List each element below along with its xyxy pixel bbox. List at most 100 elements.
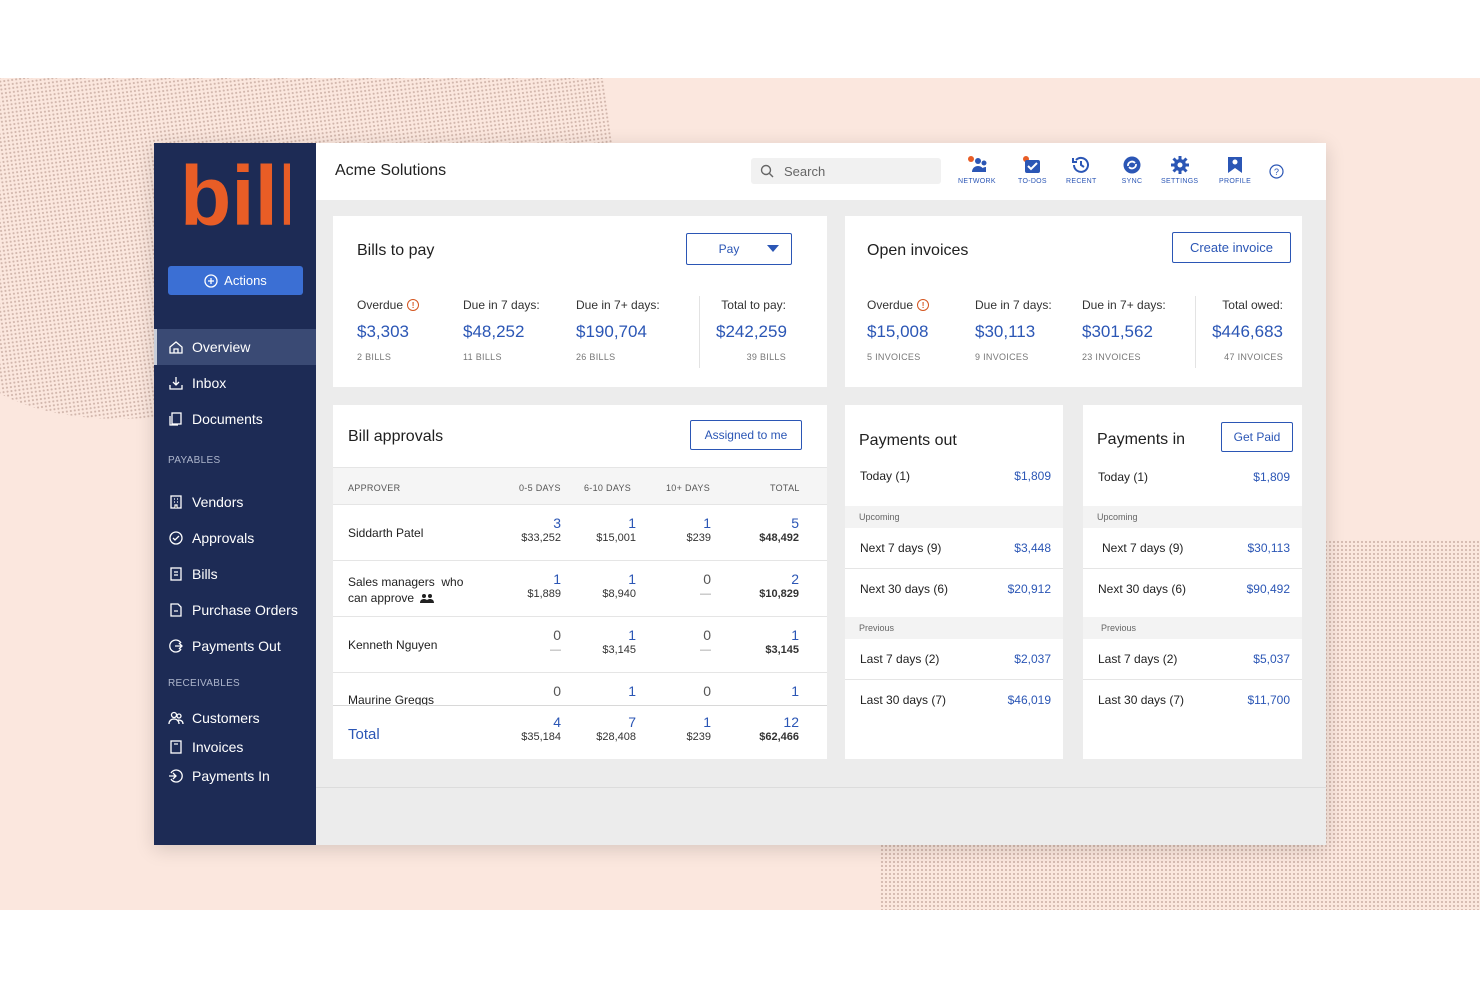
sidebar-item-bills[interactable]: Bills <box>154 556 316 592</box>
sidebar-item-inbox[interactable]: Inbox <box>154 365 316 401</box>
count[interactable]: 1 <box>628 515 636 531</box>
tool-label: SETTINGS <box>1161 178 1199 185</box>
count[interactable]: 1 <box>628 571 636 587</box>
column-header[interactable]: 0-5 DAYS <box>519 483 561 493</box>
search-input[interactable]: Search <box>751 158 941 184</box>
stat-count: 2 BILLS <box>357 352 392 362</box>
table-row[interactable]: Sales managers who can approve 1 $1,889 1… <box>333 561 827 617</box>
recent-button[interactable]: RECENT <box>1066 155 1097 185</box>
payment-label: Next 7 days (9) <box>860 541 942 555</box>
payment-row-today[interactable]: Today (1) $1,809 <box>1083 466 1302 488</box>
count[interactable]: 1 <box>703 515 711 531</box>
count[interactable]: 1 <box>791 627 799 643</box>
sidebar: bill Actions Overview Inbox Documents PA… <box>154 143 316 845</box>
payment-row[interactable]: Next 30 days (6) $90,492 <box>1083 569 1302 609</box>
actions-button[interactable]: Actions <box>168 266 303 295</box>
cell-0-5: 3 $33,252 <box>501 515 561 544</box>
payment-row[interactable]: Last 30 days (7) $11,700 <box>1083 680 1302 720</box>
table-row[interactable]: Maurine Greggs 0 1 0 1 <box>333 673 827 705</box>
stat-due-7-plus: Due in 7+ days: $190,704 26 BILLS <box>576 298 660 362</box>
stat-amount[interactable]: $446,683 <box>1212 322 1283 341</box>
card-title: Payments in <box>1097 431 1186 448</box>
settings-button[interactable]: SETTINGS <box>1161 155 1198 185</box>
help-icon[interactable]: ? <box>1269 164 1284 179</box>
stat-amount[interactable]: $30,113 <box>975 322 1036 341</box>
count[interactable]: 7 <box>628 714 636 730</box>
stat-total: Total owed: $446,683 47 INVOICES <box>1209 298 1283 362</box>
sidebar-item-purchase-orders[interactable]: Purchase Orders <box>154 592 316 628</box>
sidebar-item-overview[interactable]: Overview <box>154 329 316 365</box>
stat-amount[interactable]: $242,259 <box>716 322 787 341</box>
gear-icon <box>1170 156 1189 174</box>
payment-row[interactable]: Next 7 days (9) $30,113 <box>1083 528 1302 568</box>
count[interactable]: 3 <box>553 515 561 531</box>
chevron-down-icon <box>767 245 780 252</box>
assigned-to-me-button[interactable]: Assigned to me <box>690 420 802 450</box>
document-icon <box>169 412 182 426</box>
column-header[interactable]: 6-10 DAYS <box>584 483 632 493</box>
count[interactable]: 5 <box>791 515 799 531</box>
count[interactable]: 1 <box>628 627 636 643</box>
sidebar-item-payments-out[interactable]: Payments Out <box>154 628 316 664</box>
count: 0 <box>703 571 711 587</box>
sidebar-item-label: Purchase Orders <box>192 602 298 618</box>
count[interactable]: 4 <box>553 714 561 730</box>
table-header: APPROVER 0-5 DAYS 6-10 DAYS 10+ DAYS TOT… <box>333 467 827 505</box>
get-paid-button[interactable]: Get Paid <box>1221 422 1293 452</box>
profile-button[interactable]: PROFILE <box>1219 155 1251 185</box>
receivables-heading: RECEIVABLES <box>168 678 241 689</box>
stat-label: Due in 7 days: <box>975 298 1052 312</box>
amount: $1,889 <box>527 588 561 600</box>
sidebar-item-documents[interactable]: Documents <box>154 401 316 437</box>
payment-row[interactable]: Next 30 days (6) $20,912 <box>845 569 1063 609</box>
divider <box>1083 568 1302 569</box>
todos-button[interactable]: TO-DOS <box>1018 155 1047 185</box>
table-row[interactable]: Kenneth Nguyen 0— 1 $3,145 0— 1 $3,145 <box>333 617 827 673</box>
stat-count: 11 BILLS <box>463 352 502 362</box>
stat-amount[interactable]: $48,252 <box>463 322 525 341</box>
open-invoices-card: Open invoices Create invoice Overdue! $1… <box>845 216 1302 387</box>
stat-amount[interactable]: $190,704 <box>576 322 647 341</box>
sync-button[interactable]: SYNC <box>1121 155 1143 185</box>
sidebar-item-approvals[interactable]: Approvals <box>154 520 316 556</box>
sidebar-item-payments-in[interactable]: Payments In <box>154 761 316 790</box>
payment-amount: $30,113 <box>1247 541 1291 555</box>
count[interactable]: 1 <box>553 571 561 587</box>
svg-text:bill: bill <box>180 155 290 235</box>
table-row[interactable]: Siddarth Patel 3 $33,252 1 $15,001 1 $239 5… <box>333 505 827 561</box>
nav-payables: Vendors Approvals Bills Purchase Orders … <box>154 484 316 664</box>
payment-row[interactable]: Last 7 days (2) $5,037 <box>1083 639 1302 679</box>
create-invoice-button[interactable]: Create invoice <box>1172 232 1291 263</box>
stat-overdue: Overdue! $3,303 2 BILLS <box>357 298 420 362</box>
sidebar-item-vendors[interactable]: Vendors <box>154 484 316 520</box>
stat-due-7: Due in 7 days: $30,113 9 INVOICES <box>975 298 1052 362</box>
stat-amount[interactable]: $3,303 <box>357 322 409 341</box>
payment-amount: $1,809 <box>1253 470 1290 484</box>
payment-row-today[interactable]: Today (1) $1,809 <box>845 465 1063 487</box>
stat-amount[interactable]: $301,562 <box>1082 322 1153 341</box>
alert-icon: ! <box>917 299 930 311</box>
stat-amount[interactable]: $15,008 <box>867 322 929 341</box>
count[interactable]: 1 <box>791 683 799 699</box>
stat-label: Total to pay: <box>721 298 786 312</box>
payment-row[interactable]: Last 7 days (2) $2,037 <box>845 639 1063 679</box>
network-button[interactable]: NETWORK <box>958 155 996 185</box>
amount: $8,940 <box>602 588 636 600</box>
payment-amount: $1,809 <box>1014 469 1051 483</box>
count[interactable]: 2 <box>791 571 799 587</box>
approver-name: Maurine Greggs <box>348 693 435 705</box>
bill-approvals-card: Bill approvals Assigned to me APPROVER 0… <box>333 405 827 759</box>
sidebar-item-invoices[interactable]: Invoices <box>154 732 316 761</box>
column-header[interactable]: 10+ DAYS <box>666 483 711 493</box>
column-header[interactable]: TOTAL <box>770 483 800 493</box>
sidebar-item-customers[interactable]: Customers <box>154 703 316 732</box>
payment-label: Last 7 days (2) <box>860 652 940 666</box>
cell-10-plus: 1 $239 <box>651 714 711 743</box>
count[interactable]: 1 <box>628 683 636 699</box>
count[interactable]: 12 <box>783 714 799 730</box>
payment-row[interactable]: Last 30 days (7) $46,019 <box>845 680 1063 720</box>
pay-dropdown-button[interactable]: Pay <box>686 233 792 265</box>
payment-row[interactable]: Next 7 days (9) $3,448 <box>845 528 1063 568</box>
count[interactable]: 1 <box>703 714 711 730</box>
approver-name: Siddarth Patel <box>348 526 424 540</box>
